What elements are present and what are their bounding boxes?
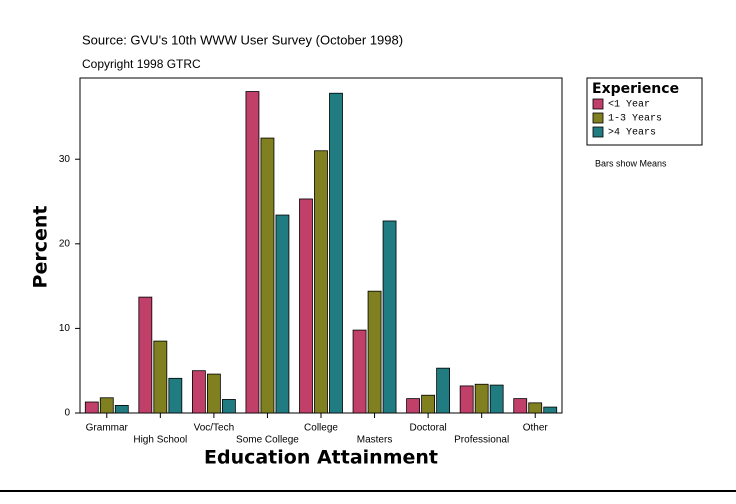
bar: [99, 397, 114, 414]
y-tick-label: 10: [59, 323, 71, 334]
y-axis-label: Percent: [30, 206, 52, 289]
bar: [275, 214, 290, 414]
y-tick-label: 20: [59, 238, 71, 249]
legend-label: 1-3 Years: [608, 114, 662, 125]
bar: [489, 384, 504, 414]
chart-title: Source: GVU's 10th WWW User Survey (Octo…: [82, 32, 403, 47]
x-tick-label: Voc/Tech: [194, 423, 235, 434]
x-tick-label: Grammar: [86, 423, 129, 434]
bar: [153, 340, 168, 414]
legend-swatch: [592, 98, 604, 110]
chart-subtitle: Copyright 1998 GTRC: [82, 57, 201, 71]
legend-swatch: [592, 112, 604, 124]
bar: [367, 290, 382, 414]
bar: [406, 398, 421, 414]
x-tick-label: College: [304, 423, 338, 434]
bar: [382, 220, 397, 414]
x-tick-label: Professional: [454, 435, 509, 446]
bar: [260, 137, 275, 414]
bar: [168, 377, 183, 414]
bar: [206, 373, 221, 414]
legend-label: <1 Year: [608, 100, 650, 111]
legend-title: Experience: [592, 81, 679, 97]
bar: [352, 329, 367, 414]
bar: [245, 91, 260, 414]
bar: [329, 92, 343, 414]
bar: [459, 385, 474, 414]
bar: [421, 394, 436, 414]
x-axis-label: Education Attainment: [204, 447, 438, 469]
bar: [114, 404, 129, 414]
x-tick-label: Masters: [357, 435, 393, 446]
bar: [299, 198, 313, 414]
legend-box: [586, 77, 703, 146]
bar: [474, 383, 489, 414]
legend-swatch: [592, 126, 604, 138]
x-tick-label: Some College: [236, 435, 299, 446]
note: Bars show Means: [595, 158, 667, 168]
bar: [221, 399, 236, 414]
legend-label: >4 Years: [608, 128, 656, 139]
x-tick-label: High School: [133, 435, 187, 446]
bar: [314, 150, 328, 414]
y-tick-label: 30: [59, 154, 71, 165]
x-tick-label: Doctoral: [409, 423, 446, 434]
bar: [528, 402, 543, 414]
bar: [191, 370, 206, 414]
bar: [513, 398, 528, 414]
bar: [543, 406, 558, 414]
y-tick-label: 0: [64, 408, 70, 419]
bar: [138, 296, 153, 414]
bar: [436, 367, 451, 414]
x-tick-label: Other: [523, 423, 549, 434]
bar: [84, 401, 99, 414]
